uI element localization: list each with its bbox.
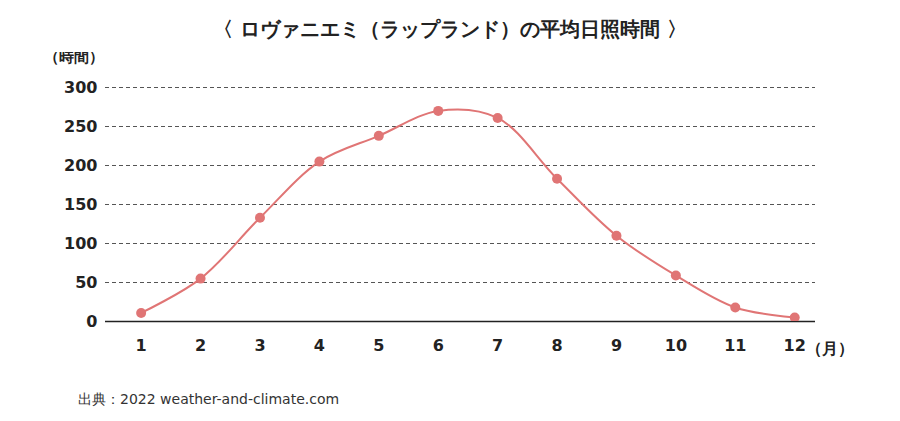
svg-text:0: 0 [86, 312, 97, 331]
svg-text:7: 7 [492, 336, 503, 355]
html-text:出典：2022 weather-and-climate.co: 出典：2022 weather-and-climate.com [78, 391, 340, 407]
html-text:〈 ロヴァニエミ（ラップランド）の平均日照時間 〉: 〈 ロヴァニエミ（ラップランド）の平均日照時間 〉 [213, 17, 687, 41]
svg-text:1: 1 [136, 336, 147, 355]
svg-text:3: 3 [254, 336, 265, 355]
svg-text:50: 50 [75, 273, 97, 292]
svg-text:6: 6 [433, 336, 444, 355]
svg-text:11: 11 [724, 336, 746, 355]
svg-text:150: 150 [64, 195, 97, 214]
svg-text:10: 10 [665, 336, 687, 355]
svg-text:4: 4 [314, 336, 325, 355]
svg-text:200: 200 [64, 156, 97, 175]
svg-text:（月）: （月） [806, 339, 854, 358]
svg-text:12: 12 [784, 336, 806, 355]
svg-text:250: 250 [64, 117, 97, 136]
svg-text:2: 2 [195, 336, 206, 355]
svg-text:100: 100 [64, 234, 97, 253]
svg-text:9: 9 [611, 336, 622, 355]
svg-text:（時間）: （時間） [44, 52, 104, 66]
svg-text:5: 5 [373, 336, 384, 355]
svg-text:300: 300 [64, 78, 97, 97]
svg-text:8: 8 [551, 336, 562, 355]
